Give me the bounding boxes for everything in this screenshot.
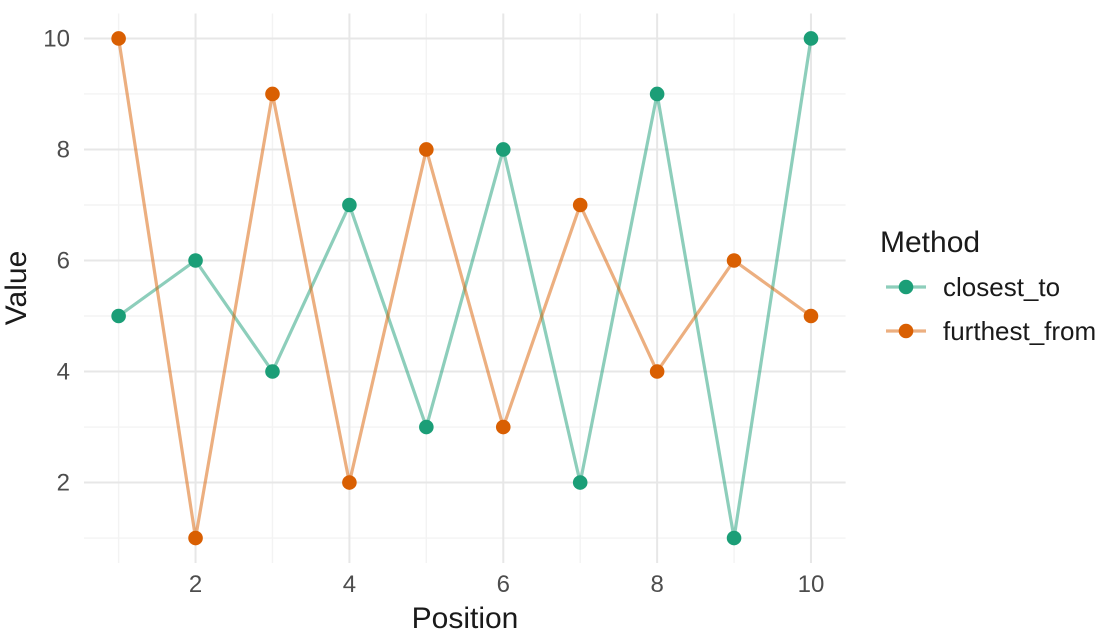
legend-key-point-closest_to — [898, 279, 914, 295]
y-tick-label-10: 10 — [43, 25, 70, 52]
data-point-closest_to-x8 — [649, 86, 665, 102]
legend-title: Method — [880, 226, 980, 259]
legend-item-closest_to: closest_to — [886, 272, 1060, 302]
data-point-closest_to-x4 — [342, 197, 357, 213]
data-point-closest_to-x10 — [803, 31, 819, 46]
data-point-closest_to-x2 — [188, 253, 203, 268]
x-tick-label-2: 2 — [189, 571, 202, 598]
legend: Method closest_to furthest_from — [880, 226, 1096, 346]
data-point-closest_to-x9 — [726, 530, 742, 546]
data-point-closest_to-x7 — [572, 475, 588, 490]
data-point-furthest_from-x5 — [419, 142, 434, 157]
data-point-closest_to-x3 — [265, 364, 280, 379]
data-point-closest_to-x1 — [111, 308, 126, 324]
data-point-furthest_from-x3 — [265, 86, 280, 102]
x-axis-tick-labels: 2 4 6 8 10 — [189, 571, 824, 598]
y-tick-label-8: 8 — [57, 136, 70, 163]
y-axis-title: Value — [0, 251, 33, 326]
legend-item-furthest_from: furthest_from — [886, 316, 1096, 346]
x-axis-title: Position — [412, 602, 519, 635]
data-point-furthest_from-x9 — [726, 253, 742, 268]
gridlines-minor — [84, 13, 846, 563]
data-point-closest_to-x5 — [419, 419, 434, 435]
y-axis-tick-labels: 2 4 6 8 10 — [43, 25, 70, 496]
data-point-furthest_from-x7 — [572, 197, 588, 213]
data-point-furthest_from-x6 — [495, 419, 511, 435]
series-layer — [111, 31, 819, 546]
data-point-closest_to-x6 — [495, 142, 511, 157]
x-tick-label-4: 4 — [343, 571, 356, 598]
legend-key-point-furthest_from — [898, 323, 914, 339]
y-tick-label-6: 6 — [57, 247, 70, 274]
data-point-furthest_from-x2 — [188, 530, 203, 546]
gridlines-major — [84, 13, 846, 563]
x-tick-label-10: 10 — [798, 571, 825, 598]
legend-items: closest_to furthest_from — [886, 272, 1096, 346]
series-line-furthest_from — [117, 36, 813, 540]
y-tick-label-2: 2 — [57, 470, 70, 497]
data-point-furthest_from-x4 — [342, 475, 357, 490]
legend-label-furthest_from: furthest_from — [943, 316, 1096, 346]
legend-label-closest_to: closest_to — [943, 272, 1060, 302]
y-tick-label-4: 4 — [57, 359, 70, 386]
x-tick-label-8: 8 — [650, 571, 663, 598]
data-point-furthest_from-x1 — [111, 31, 126, 46]
data-point-furthest_from-x8 — [649, 364, 665, 379]
data-point-furthest_from-x10 — [803, 308, 819, 324]
x-tick-label-6: 6 — [497, 571, 510, 598]
